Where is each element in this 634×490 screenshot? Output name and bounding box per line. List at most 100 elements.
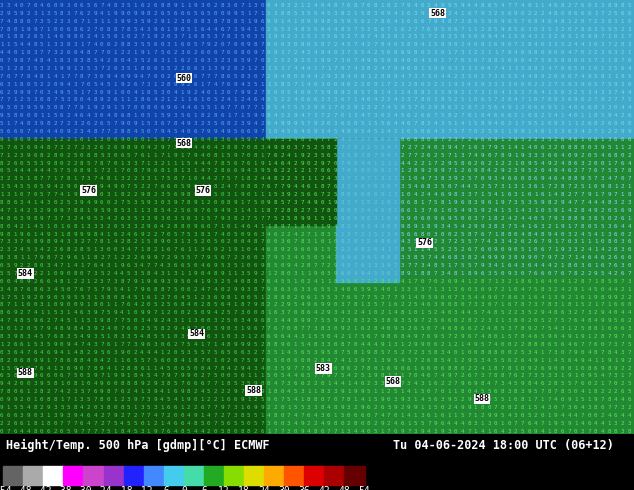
Text: 3: 3 <box>120 247 124 252</box>
Text: 4: 4 <box>254 247 257 252</box>
Text: 9: 9 <box>67 66 70 71</box>
Text: 2: 2 <box>254 350 257 355</box>
Text: 9: 9 <box>527 121 531 126</box>
Text: 7: 7 <box>180 232 184 237</box>
Text: 2: 2 <box>607 389 611 394</box>
Text: 3: 3 <box>567 405 571 410</box>
Text: 1: 1 <box>354 98 357 102</box>
Text: 5: 5 <box>320 145 324 150</box>
Text: 5: 5 <box>481 19 484 24</box>
Text: 3: 3 <box>474 216 477 221</box>
Text: 1: 1 <box>187 358 190 363</box>
Text: 5: 5 <box>500 326 504 331</box>
Text: 4: 4 <box>53 279 57 284</box>
Text: 2: 2 <box>340 247 344 252</box>
Text: 8: 8 <box>460 161 464 166</box>
Text: 3: 3 <box>547 405 551 410</box>
Text: 7: 7 <box>367 279 370 284</box>
Text: 9: 9 <box>187 397 190 402</box>
Text: 0: 0 <box>481 176 484 181</box>
Text: 7: 7 <box>274 429 277 434</box>
Text: 0: 0 <box>301 279 304 284</box>
Text: 2: 2 <box>401 405 404 410</box>
Text: 4: 4 <box>354 184 357 189</box>
Text: 1: 1 <box>387 342 391 347</box>
Text: 3: 3 <box>7 82 10 87</box>
Text: 9: 9 <box>120 82 124 87</box>
Text: 7: 7 <box>554 389 557 394</box>
Text: 6: 6 <box>554 176 557 181</box>
Text: 3: 3 <box>127 161 131 166</box>
Text: 9: 9 <box>301 318 304 323</box>
Text: 7: 7 <box>507 3 511 8</box>
Text: 6: 6 <box>301 350 304 355</box>
Text: 6: 6 <box>380 169 384 173</box>
Text: 9: 9 <box>193 334 197 339</box>
Text: 3: 3 <box>74 389 77 394</box>
Text: 0: 0 <box>153 74 157 79</box>
Text: 0: 0 <box>193 302 197 308</box>
Text: 7: 7 <box>581 169 584 173</box>
Text: 3: 3 <box>287 421 290 426</box>
Text: 7: 7 <box>160 176 164 181</box>
Text: 5: 5 <box>214 302 217 308</box>
Text: 8: 8 <box>441 42 444 48</box>
Text: 8: 8 <box>594 429 597 434</box>
Text: 8: 8 <box>521 326 524 331</box>
Text: 9: 9 <box>567 82 571 87</box>
Text: 5: 5 <box>487 105 491 110</box>
Text: 8: 8 <box>74 223 77 229</box>
Text: 7: 7 <box>180 34 184 39</box>
Text: 7: 7 <box>167 121 171 126</box>
Text: 0: 0 <box>607 216 611 221</box>
Text: 3: 3 <box>200 3 204 8</box>
Text: 6: 6 <box>20 137 23 142</box>
Text: 4: 4 <box>567 200 571 205</box>
Text: 0: 0 <box>581 58 584 63</box>
Text: 1: 1 <box>0 366 4 370</box>
Text: 7: 7 <box>140 161 144 166</box>
Text: 1: 1 <box>220 153 224 158</box>
Text: 5: 5 <box>487 98 491 102</box>
Text: 9: 9 <box>314 271 317 276</box>
Text: 3: 3 <box>214 66 217 71</box>
Text: 9: 9 <box>541 176 544 181</box>
Text: 1: 1 <box>247 397 250 402</box>
Text: 8: 8 <box>307 397 311 402</box>
Text: 9: 9 <box>467 208 470 213</box>
Text: 2: 2 <box>581 271 584 276</box>
Text: 2: 2 <box>627 294 631 299</box>
Text: 5: 5 <box>160 334 164 339</box>
Text: 7: 7 <box>627 271 631 276</box>
Text: 5: 5 <box>140 358 144 363</box>
Text: 0: 0 <box>7 223 10 229</box>
Text: 5: 5 <box>167 11 171 16</box>
Text: 7: 7 <box>267 153 271 158</box>
Text: 6: 6 <box>427 373 430 378</box>
Text: 1: 1 <box>220 334 224 339</box>
Text: 6: 6 <box>274 232 277 237</box>
Text: 1: 1 <box>113 192 117 197</box>
Text: 4: 4 <box>27 405 30 410</box>
Text: 0: 0 <box>167 232 171 237</box>
Text: 8: 8 <box>547 389 551 394</box>
Text: 7: 7 <box>140 169 144 173</box>
Text: 2: 2 <box>460 42 464 48</box>
Text: 7: 7 <box>47 216 50 221</box>
Text: 2: 2 <box>507 169 511 173</box>
Text: 9: 9 <box>134 397 137 402</box>
Text: 7: 7 <box>481 310 484 316</box>
Text: 8: 8 <box>320 42 324 48</box>
Text: 5: 5 <box>427 397 430 402</box>
Text: 2: 2 <box>280 98 284 102</box>
Text: 9: 9 <box>240 26 243 31</box>
Text: 1: 1 <box>380 216 384 221</box>
Text: 4: 4 <box>414 3 417 8</box>
Text: 0: 0 <box>207 223 210 229</box>
Text: 3: 3 <box>7 334 10 339</box>
Text: 6: 6 <box>40 318 44 323</box>
Text: 1: 1 <box>427 161 430 166</box>
Text: 8: 8 <box>113 3 117 8</box>
Text: 0: 0 <box>387 240 391 245</box>
Text: 3: 3 <box>307 287 311 292</box>
